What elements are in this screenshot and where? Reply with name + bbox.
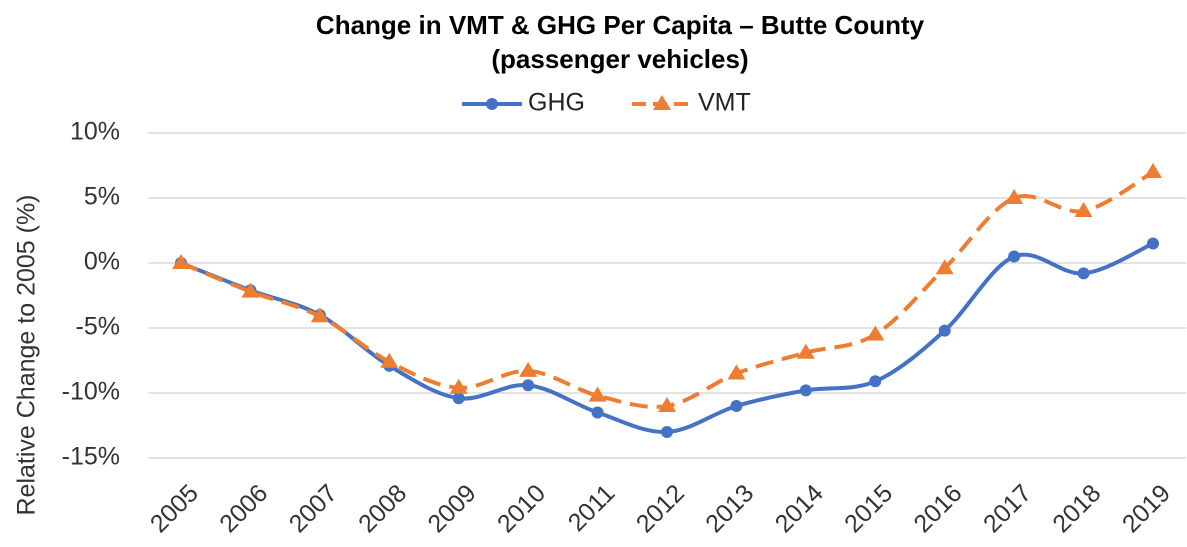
marker	[1074, 202, 1093, 217]
x-tick-label: 2006	[214, 479, 273, 538]
series-line	[180, 170, 1155, 409]
marker	[522, 379, 535, 392]
marker	[519, 361, 538, 377]
y-tick-label: -5%	[76, 313, 120, 341]
marker	[661, 426, 673, 438]
marker	[1008, 250, 1021, 263]
marker	[938, 324, 951, 337]
marker	[1144, 163, 1162, 178]
x-tick-label: 2007	[284, 479, 343, 538]
marker	[730, 400, 743, 412]
y-tick-label: -15%	[62, 443, 120, 471]
x-tick-label: 2015	[839, 479, 898, 538]
marker	[310, 307, 329, 323]
marker	[935, 259, 954, 275]
marker	[866, 325, 885, 341]
marker	[591, 406, 604, 419]
chart-subtitle: (passenger vehicles)	[491, 44, 748, 74]
x-tick-label: 2019	[1117, 479, 1176, 538]
x-tick-label: 2013	[700, 479, 759, 538]
x-tick-label: 2011	[563, 479, 621, 537]
marker	[1005, 189, 1024, 204]
marker	[658, 397, 676, 412]
y-tick-label: 0%	[84, 248, 120, 276]
marker	[1077, 267, 1090, 280]
x-tick-label: 2018	[1047, 479, 1106, 538]
chart-title: Change in VMT & GHG Per Capita – Butte C…	[316, 10, 925, 40]
marker	[727, 364, 746, 380]
y-tick-label: -10%	[62, 378, 120, 406]
legend-marker	[486, 98, 498, 110]
marker	[241, 282, 260, 298]
marker	[588, 386, 607, 402]
marker	[796, 343, 815, 359]
marker	[380, 352, 399, 368]
y-tick-label: 5%	[84, 183, 120, 211]
x-tick-label: 2012	[631, 479, 690, 538]
legend-marker	[653, 95, 671, 110]
marker	[172, 254, 190, 269]
marker	[869, 375, 882, 388]
x-tick-label: 2005	[145, 479, 204, 538]
legend-label: GHG	[528, 89, 585, 117]
x-tick-label: 2014	[770, 479, 829, 538]
y-tick-label: 10%	[70, 118, 120, 146]
marker	[449, 378, 468, 394]
x-tick-label: 2009	[422, 479, 481, 538]
x-tick-label: 2010	[492, 479, 551, 538]
marker	[452, 392, 465, 405]
x-tick-label: 2008	[353, 479, 412, 538]
marker	[1147, 237, 1159, 250]
x-tick-label: 2016	[908, 479, 967, 538]
y-axis-title: Relative Change to 2005 (%)	[13, 194, 41, 515]
legend-label: VMT	[698, 89, 751, 117]
x-tick-label: 2017	[978, 479, 1037, 538]
marker	[799, 384, 812, 397]
